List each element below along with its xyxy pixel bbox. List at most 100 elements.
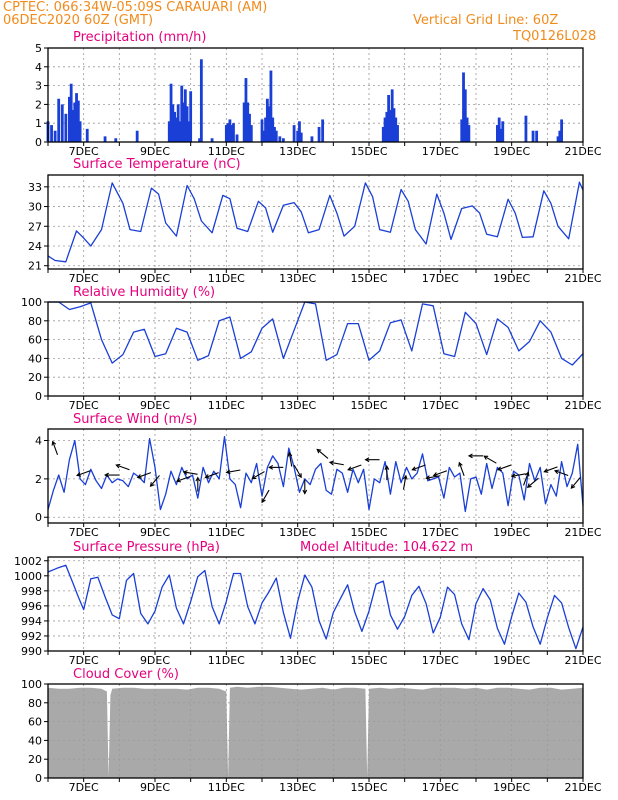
precip-bar: [71, 110, 75, 142]
wind-arrow: [467, 453, 483, 459]
x-tick-label: 17DEC: [422, 272, 459, 285]
x-tick-label: 21DEC: [564, 781, 601, 794]
precip-bar: [173, 111, 177, 142]
y-tick-label: 100: [21, 678, 42, 691]
y-tick-label: 0: [35, 136, 42, 149]
cloud-cover-area: [48, 686, 583, 778]
precip-bar: [171, 104, 175, 142]
precipitation-title: Precipitation (mm/h): [73, 30, 206, 45]
wind-arrow: [364, 457, 380, 463]
wind-arrow: [316, 448, 329, 459]
model-id: TQ0126L028: [512, 29, 596, 44]
precip-bar: [230, 125, 234, 142]
y-tick-label: 998: [21, 585, 42, 598]
precip-bar: [381, 126, 385, 142]
pressure-frame: [47, 556, 584, 652]
precip-bar: [497, 117, 501, 142]
precip-bar: [248, 113, 251, 142]
precip-bar: [75, 93, 78, 142]
wind-arrow: [251, 471, 265, 480]
wind-arrow: [328, 460, 344, 466]
wind-arrow: [402, 474, 408, 490]
x-tick-label: 13DEC: [279, 272, 316, 285]
wind-arrow: [136, 472, 152, 479]
x-tick-label: 17DEC: [422, 654, 459, 667]
humidity-line: [48, 301, 584, 366]
x-tick-label: 13DEC: [279, 781, 316, 794]
precip-bar: [465, 117, 469, 142]
wind-arrow: [543, 466, 558, 473]
wind-arrow: [510, 473, 526, 479]
x-tick-label: 7DEC: [69, 272, 99, 285]
y-tick-label: 4: [35, 61, 42, 74]
wind-arrow: [149, 475, 160, 488]
temperature-panel: Surface Temperature (nC) 21 24 27 30 33 7DEC 9…: [28, 157, 602, 285]
precip-bar: [167, 121, 171, 142]
x-tick-label: 21DEC: [564, 272, 601, 285]
precip-bar: [178, 121, 182, 142]
precip-bar: [298, 121, 301, 142]
wind-arrow: [411, 464, 426, 471]
precip-bar: [383, 117, 387, 142]
precip-bar: [69, 83, 73, 142]
y-tick-label: 1: [35, 117, 42, 130]
x-tick-label: 9DEC: [140, 526, 170, 539]
y-tick-label: 0: [35, 511, 42, 524]
x-tick-label: 21DEC: [564, 399, 601, 412]
y-tick-label: 20: [28, 371, 42, 384]
station-header: CPTEC: 066:34W-05:09S CARAUARI (AM): [3, 0, 267, 15]
precip-bar: [499, 128, 503, 142]
precip-bar: [260, 119, 264, 142]
x-tick-label: 7DEC: [69, 526, 99, 539]
precip-bar: [53, 130, 57, 142]
vertical-grid-note: Vertical Grid Line: 60Z: [413, 13, 558, 28]
precip-bar: [78, 121, 82, 142]
pressure-line: [47, 564, 584, 650]
precip-bar: [50, 125, 53, 142]
x-tick-label: 19DEC: [493, 654, 530, 667]
x-tick-label: 7DEC: [69, 654, 99, 667]
wind-arrow: [526, 477, 539, 488]
precip-bar: [321, 119, 325, 142]
precip-bar: [299, 132, 303, 142]
cloud-cover-title: Cloud Cover (%): [73, 667, 179, 682]
wind-arrow: [287, 451, 293, 467]
x-tick-label: 15DEC: [350, 526, 387, 539]
precip-bar: [560, 119, 563, 142]
precip-bar: [68, 96, 71, 142]
x-tick-label: 15DEC: [350, 781, 387, 794]
precip-bar: [169, 83, 173, 142]
y-tick-label: 996: [21, 600, 42, 613]
y-tick-label: 3: [35, 80, 42, 93]
wind-arrow: [182, 470, 198, 475]
y-tick-label: 5: [35, 42, 42, 55]
wind-arrow: [261, 489, 270, 504]
x-tick-label: 19DEC: [493, 272, 530, 285]
wind-arrow: [76, 470, 91, 477]
x-tick-label: 11DEC: [208, 781, 245, 794]
precip-bar: [558, 130, 562, 142]
x-tick-label: 11DEC: [208, 272, 245, 285]
y-tick-label: 100: [21, 296, 42, 309]
precip-bar: [73, 102, 77, 142]
humidity-panel: Relative Humidity (%) 0 20 40 60 80 100 7DEC 9D…: [21, 285, 602, 412]
precip-bar: [210, 138, 214, 142]
x-tick-label: 15DEC: [350, 399, 387, 412]
x-tick-label: 17DEC: [422, 145, 459, 158]
y-tick-label: 1000: [14, 570, 42, 583]
x-tick-label: 21DEC: [564, 145, 601, 158]
precip-bar: [198, 138, 201, 142]
temperature-frame: [47, 174, 584, 270]
x-tick-label: 17DEC: [422, 781, 459, 794]
x-tick-label: 21DEC: [564, 654, 601, 667]
wind-panel: Surface Wind (m/s) 0 2 4 7DEC 9DEC 11DEC 13DEC…: [35, 412, 602, 539]
precip-bar: [57, 98, 61, 142]
x-tick-label: 13DEC: [279, 145, 316, 158]
x-tick-label: 9DEC: [140, 399, 170, 412]
precip-bar: [187, 121, 191, 142]
precip-bar: [467, 125, 471, 142]
precip-bar: [264, 117, 267, 142]
y-tick-label: 20: [28, 753, 42, 766]
y-tick-label: 4: [35, 435, 42, 448]
precip-bar: [274, 130, 278, 142]
